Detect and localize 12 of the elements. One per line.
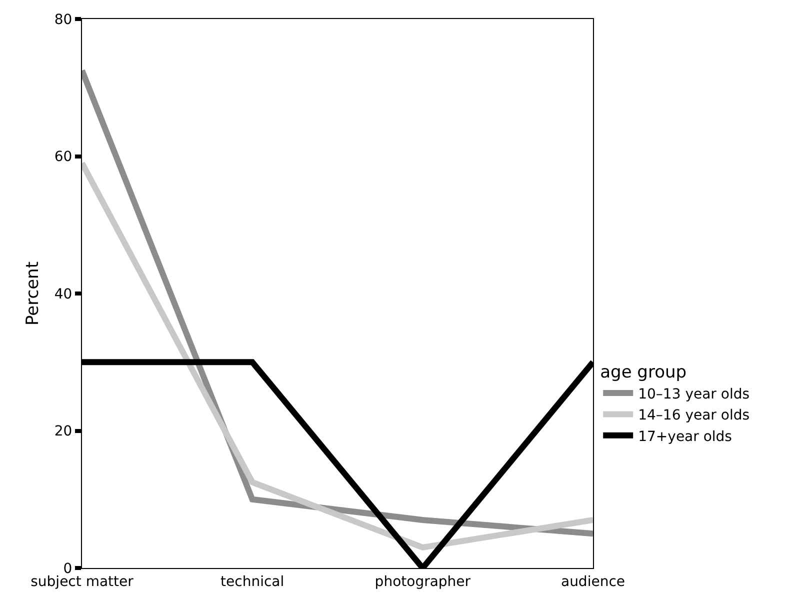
y-tick-label: 40 [54, 286, 72, 302]
legend-label: 10–13 year olds [638, 386, 750, 402]
y-tick-label: 80 [54, 12, 72, 28]
y-tick-label: 20 [54, 424, 72, 440]
y-axis-title: Percent [23, 261, 43, 326]
x-tick-label: audience [560, 574, 626, 590]
y-tick-label: 60 [54, 149, 72, 166]
legend-title: age group [600, 362, 687, 382]
legend-label: 17+year olds [638, 428, 732, 445]
x-tick-label: technical [220, 574, 284, 590]
legend-label: 14–16 year olds [638, 408, 750, 424]
x-tick-label: photographer [374, 574, 471, 590]
